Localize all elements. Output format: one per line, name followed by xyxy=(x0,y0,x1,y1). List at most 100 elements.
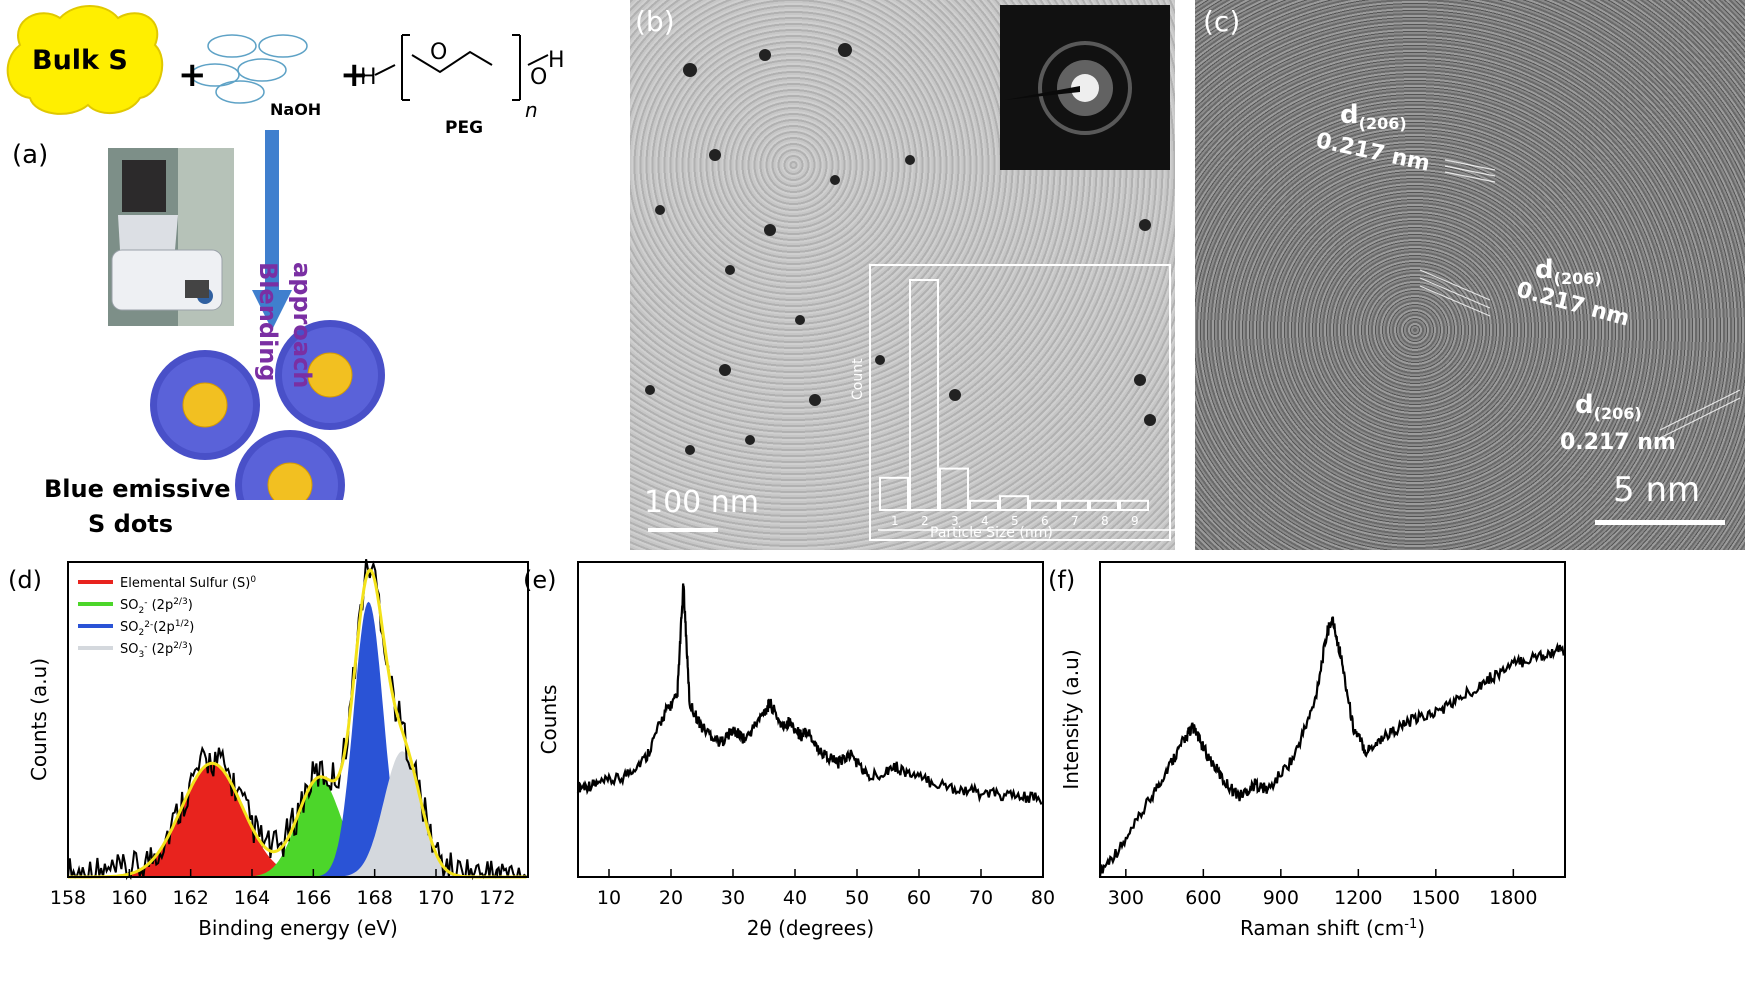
x-tick-label: 1800 xyxy=(1489,887,1537,909)
x-tick-label: 80 xyxy=(1031,887,1055,909)
x-tick-label: 166 xyxy=(295,887,331,909)
panel-c-label: (c) xyxy=(1203,5,1241,38)
peg-h-right: H xyxy=(548,48,565,73)
x-tick-label: 40 xyxy=(783,887,807,909)
x-tick-label: 20 xyxy=(659,887,683,909)
s-dot-1 xyxy=(150,350,260,460)
series-line xyxy=(1098,616,1565,878)
panel-c-scale-label: 5 nm xyxy=(1613,470,1701,510)
histogram-bar xyxy=(1119,499,1149,511)
x-tick-label: 164 xyxy=(234,887,270,909)
histogram-bar xyxy=(1059,499,1089,511)
plot-frame xyxy=(1099,561,1566,878)
nanoparticle-dots xyxy=(645,43,1156,455)
histogram-bar xyxy=(909,279,939,511)
chart-1: (e) 10 20 30 40 50 60 70 80 2θ (degrees) Counts xyxy=(523,561,1055,940)
histogram-tick-label: 7 xyxy=(1071,514,1079,528)
x-tick-label: 162 xyxy=(173,887,209,909)
chart-0: (d) Elemental Sulfur (S)0 SO2- (2p2/3) SO22… xyxy=(8,559,529,940)
bottom-charts: (d) Elemental Sulfur (S)0 SO2- (2p2/3) SO22… xyxy=(8,559,1566,940)
d-sub: (206) xyxy=(1593,404,1642,424)
plus-sign-2: + xyxy=(340,55,369,95)
chart-2: (f) 300 600 900 1200 1500 1800 Raman shift (cm-… xyxy=(1048,561,1566,940)
plot-frame xyxy=(67,561,529,878)
y-axis-label: Counts xyxy=(537,685,561,755)
peak-area xyxy=(68,778,528,877)
d-symbol: d xyxy=(1575,390,1594,420)
bulk-sulfur-blob xyxy=(6,5,164,115)
histogram-tick-label: 4 xyxy=(981,514,989,528)
s-dot-2 xyxy=(275,320,385,430)
x-tick-label: 600 xyxy=(1185,887,1221,909)
x-tick-label: 50 xyxy=(845,887,869,909)
y-axis-label: Counts (a.u) xyxy=(27,658,51,781)
peg-structure-icon xyxy=(374,34,549,101)
plus-sign-1: + xyxy=(178,55,207,95)
panel-a-label: (a) xyxy=(12,140,49,170)
panel-label: (f) xyxy=(1048,566,1075,594)
histogram-bar xyxy=(969,499,999,511)
panel-label: (e) xyxy=(523,566,557,594)
legend-entry: SO3- (2p2/3) xyxy=(120,641,193,660)
d-symbol: d xyxy=(1340,100,1359,130)
peg-o-2: O xyxy=(530,65,548,90)
product-label-line2: S dots xyxy=(88,510,174,538)
arrow-label-line1: Blending xyxy=(254,262,282,382)
fit-envelope xyxy=(68,568,527,879)
histogram-tick-label: 8 xyxy=(1101,514,1109,528)
legend-entry: SO2- (2p2/3) xyxy=(120,597,193,616)
panel-c-overlay xyxy=(1419,159,1741,525)
panel-c-hrtem-image: (c) d(206) 0.217 nm d(206) 0.217 nm d(20… xyxy=(1195,0,1745,550)
x-tick-label: 70 xyxy=(969,887,993,909)
panel-b-overlay: 1 2 3 4 5 6 7 8 9 xyxy=(645,5,1175,541)
peak-area xyxy=(68,763,528,877)
arrow-head-icon xyxy=(252,290,292,330)
histogram-ylabel: Count xyxy=(850,358,866,400)
plot-frame xyxy=(577,561,1044,878)
d-symbol: d xyxy=(1535,255,1554,285)
x-tick-label: 158 xyxy=(50,887,86,909)
panel-a-graphic xyxy=(6,5,549,500)
histogram-tick-label: 6 xyxy=(1041,514,1049,528)
legend-entry: SO22-(2p1/2) xyxy=(120,619,194,638)
histogram-xlabel: Particle Size (nm) xyxy=(930,525,1053,541)
d-spacing-label-2: d(206) xyxy=(1535,255,1602,288)
histogram-tick-label: 5 xyxy=(1011,514,1019,528)
peg-o-1: O xyxy=(430,40,448,65)
histogram-bar xyxy=(1089,499,1119,511)
arrow-shaft xyxy=(265,130,279,290)
series-line xyxy=(576,583,1043,805)
arrow-label-line2: approach xyxy=(288,262,316,389)
peg-label: PEG xyxy=(445,118,484,138)
histogram-tick-label: 2 xyxy=(921,514,929,528)
x-axis-label: Binding energy (eV) xyxy=(198,916,398,940)
naoh-label: NaOH xyxy=(270,100,322,119)
histogram-bar xyxy=(939,467,969,512)
s-dot-3 xyxy=(235,430,345,500)
histogram-bar xyxy=(999,495,1029,512)
y-axis-label: Intensity (a.u) xyxy=(1059,649,1083,789)
scale-bar xyxy=(648,528,718,532)
bulk-s-label: Bulk S xyxy=(32,45,128,76)
d-spacing-value-3: 0.217 nm xyxy=(1560,430,1676,455)
blender-photo xyxy=(108,148,234,326)
histogram-tick-label: 9 xyxy=(1131,514,1139,528)
x-axis-label: Raman shift (cm-1) xyxy=(1240,916,1425,940)
x-tick-label: 10 xyxy=(597,887,621,909)
x-tick-label: 30 xyxy=(721,887,745,909)
peg-h-left: H xyxy=(360,65,377,90)
x-tick-label: 1500 xyxy=(1412,887,1460,909)
peg-n: n xyxy=(525,98,538,122)
x-tick-label: 168 xyxy=(357,887,393,909)
x-tick-label: 160 xyxy=(111,887,147,909)
x-tick-label: 60 xyxy=(907,887,931,909)
histogram-bar xyxy=(879,476,909,511)
histogram-frame xyxy=(869,264,1171,541)
panel-b-tem-image: 1 2 3 4 5 6 7 8 9 (b) 100 nm Count Particle Size… xyxy=(630,0,1175,550)
d-spacing-label-1: d(206) xyxy=(1340,100,1407,133)
naoh-pellets-icon xyxy=(190,34,308,104)
scale-bar xyxy=(1595,520,1725,525)
histogram-bar xyxy=(1029,499,1059,511)
panel-b-scale-label: 100 nm xyxy=(644,485,760,520)
d-spacing-label-3: d(206) xyxy=(1575,390,1642,423)
